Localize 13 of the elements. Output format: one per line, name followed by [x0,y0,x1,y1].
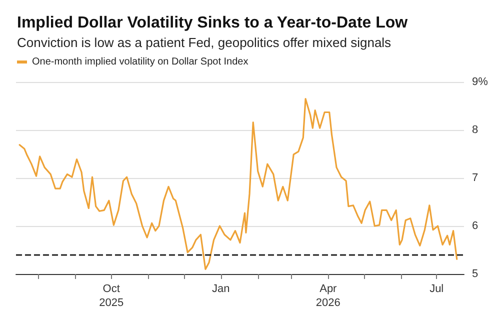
y-tick-label: 5 [472,268,478,280]
y-tick-label: 9% [472,76,488,88]
x-tick-label: Oct 2025 [99,283,124,309]
chart-subtitle: Conviction is low as a patient Fed, geopolitics offer mixed signals [17,35,392,50]
x-tick-label: Jan [212,283,230,295]
x-tick-label: Jul [430,283,444,295]
x-tick-label: Apr 2026 [316,283,340,309]
line-series [18,98,458,270]
y-tick-label: 8 [472,124,478,136]
y-tick-label: 7 [472,172,478,184]
chart-title: Implied Dollar Volatility Sinks to a Year-to-Date Low [17,14,408,32]
legend-label: One-month implied volatility on Dollar Spot Index [32,56,248,68]
y-tick-label: 6 [472,220,478,232]
